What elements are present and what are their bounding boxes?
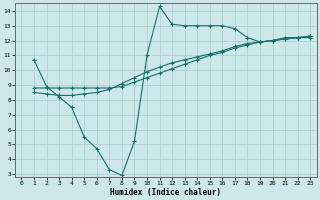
X-axis label: Humidex (Indice chaleur): Humidex (Indice chaleur) bbox=[110, 188, 221, 197]
